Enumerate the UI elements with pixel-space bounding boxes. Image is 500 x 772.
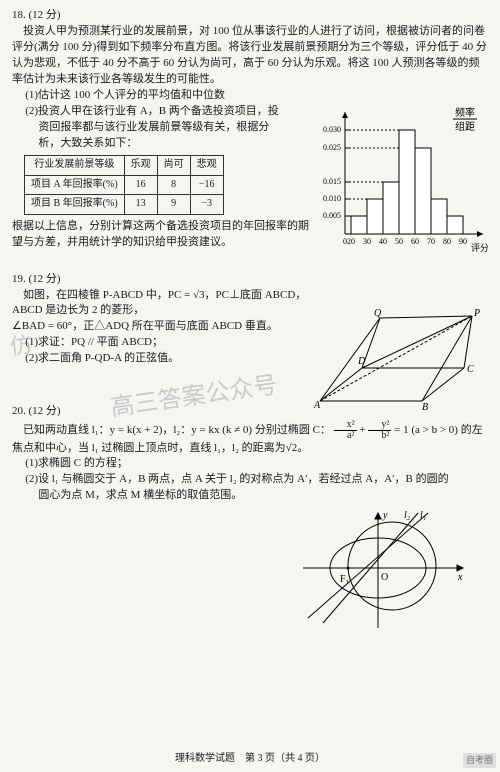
p18-para1: 投资人甲为预测某行业的发展前景，对 100 位从事该行业的人进行了访问，根据被访… xyxy=(12,24,488,88)
svg-text:C: C xyxy=(467,364,474,375)
svg-text:Q: Q xyxy=(374,308,382,319)
p20-para1c: 焦点和中心，当 l₁ 过椭圆上顶点时，直线 l₁，l₂ 的距离为√2。 xyxy=(12,441,488,457)
th-pess: 悲观 xyxy=(190,156,223,176)
pyramid-figure: A B C D P Q xyxy=(312,306,482,411)
svg-text:O: O xyxy=(381,572,388,583)
p20-q1: (1)求椭圆 C 的方程； xyxy=(25,456,488,472)
svg-text:l₁: l₁ xyxy=(420,510,426,521)
table-row: 项目 B 年回报率(%) 13 9 −3 xyxy=(25,195,224,215)
svg-text:0.015: 0.015 xyxy=(323,177,341,186)
svg-text:0.005: 0.005 xyxy=(323,211,341,220)
p19-para1b: ∠BAD = 60°，正△ADQ 所在平面与底面 ABCD 垂直。 xyxy=(12,319,313,335)
p18-q2b: 资回报率都与该行业发展前景等级有关，根据分 xyxy=(38,120,317,136)
th-level: 行业发展前景等级 xyxy=(25,156,125,176)
problem-number: 20. xyxy=(12,405,26,417)
p18-tail: 根据以上信息，分别计算这两个备选投资项目的年回报率的期望与方差，并用统计学的知识… xyxy=(12,219,317,251)
th-opt: 乐观 xyxy=(124,156,157,176)
problem-points: (12 分) xyxy=(29,405,61,417)
svg-text:P: P xyxy=(473,308,480,319)
fraction-x2a2: x²a² xyxy=(334,420,357,441)
p19-q2: (2)求二面角 P-QD-A 的正弦值。 xyxy=(25,351,313,367)
page-footer: 理科数学试题 第 3 页（共 4 页） xyxy=(0,752,500,767)
ellipse-figure: O F₁ x y l₁ l₂ xyxy=(298,508,468,638)
p20-para1: 已知两动直线 l₁：y = k(x + 2)，l₂：y = kx (k ≠ 0)… xyxy=(12,420,488,441)
svg-text:70: 70 xyxy=(427,237,435,246)
corner-logo: 自考圈 xyxy=(463,753,496,768)
svg-text:50: 50 xyxy=(395,237,403,246)
svg-text:30: 30 xyxy=(363,237,371,246)
svg-text:80: 80 xyxy=(443,237,451,246)
problem-points: (12 分) xyxy=(29,273,61,285)
problem-points: (12 分) xyxy=(29,9,61,21)
fraction-y2b2: y²b² xyxy=(368,420,391,441)
problem-19: 19. (12 分) 如图，在四棱锥 P-ABCD 中，PC = √3，PC⊥底… xyxy=(12,272,488,392)
problem-20: 20. (12 分) 已知两动直线 l₁：y = k(x + 2)，l₂：y =… xyxy=(12,404,488,645)
p18-q2c: 析，大致关系如下： xyxy=(38,136,317,152)
th-ok: 尚可 xyxy=(157,156,190,176)
svg-text:60: 60 xyxy=(411,237,419,246)
p18-q1: (1)估计这 100 个人评分的平均值和中位数 xyxy=(25,88,488,104)
svg-text:y: y xyxy=(382,510,388,521)
hist-bars xyxy=(351,130,463,234)
problem-18: 18. (12 分) 投资人甲为预测某行业的发展前景，对 100 位从事该行业的… xyxy=(12,8,488,260)
problem-number: 18. xyxy=(12,9,26,21)
p19-q1: (1)求证：PQ // 平面 ABCD； xyxy=(25,335,313,351)
arrow-up-icon xyxy=(342,112,348,118)
problem-number: 19. xyxy=(12,273,26,285)
svg-text:l₂: l₂ xyxy=(404,510,411,521)
p20-q2a: (2)设 l₁ 与椭圆交于 A，B 两点，点 A 关于 l₂ 的对称点为 A′，… xyxy=(25,472,488,488)
arrow-right-icon xyxy=(477,231,483,237)
hist-xlabel: 评分 xyxy=(471,243,488,253)
svg-text:20: 20 xyxy=(347,237,355,246)
svg-text:F₁: F₁ xyxy=(340,574,349,585)
figure-labels: A B C D P Q xyxy=(313,308,480,411)
hist-xticks: 0 20 30 40 50 60 70 80 90 xyxy=(343,237,467,246)
p19-para1a: 如图，在四棱锥 P-ABCD 中，PC = √3，PC⊥底面 ABCD，ABCD… xyxy=(12,288,313,320)
svg-text:0.025: 0.025 xyxy=(323,143,341,152)
svg-text:D: D xyxy=(357,356,366,367)
focus-point-icon xyxy=(347,567,350,570)
table-row: 行业发展前景等级 乐观 尚可 悲观 xyxy=(25,156,224,176)
table-row: 项目 A 年回报率(%) 16 8 −16 xyxy=(25,175,224,195)
hist-ylabel-bot: 组距 xyxy=(455,120,475,133)
p18-q2a: (2)投资人甲在该行业有 A，B 两个备选投资项目，投 xyxy=(25,104,317,120)
svg-text:40: 40 xyxy=(379,237,387,246)
svg-text:x: x xyxy=(457,572,463,583)
p20-q2b: 圆心为点 M，求点 M 横坐标的取值范围。 xyxy=(38,488,488,504)
svg-text:0.010: 0.010 xyxy=(323,194,341,203)
histogram-chart: 频率 组距 0.005 0.010 0.015 0.025 0.030 xyxy=(323,104,488,254)
hist-ylabel-top: 频率 xyxy=(455,106,475,119)
svg-text:0.030: 0.030 xyxy=(323,125,341,134)
p18-table: 行业发展前景等级 乐观 尚可 悲观 项目 A 年回报率(%) 16 8 −16 … xyxy=(24,155,224,215)
svg-text:90: 90 xyxy=(459,237,467,246)
